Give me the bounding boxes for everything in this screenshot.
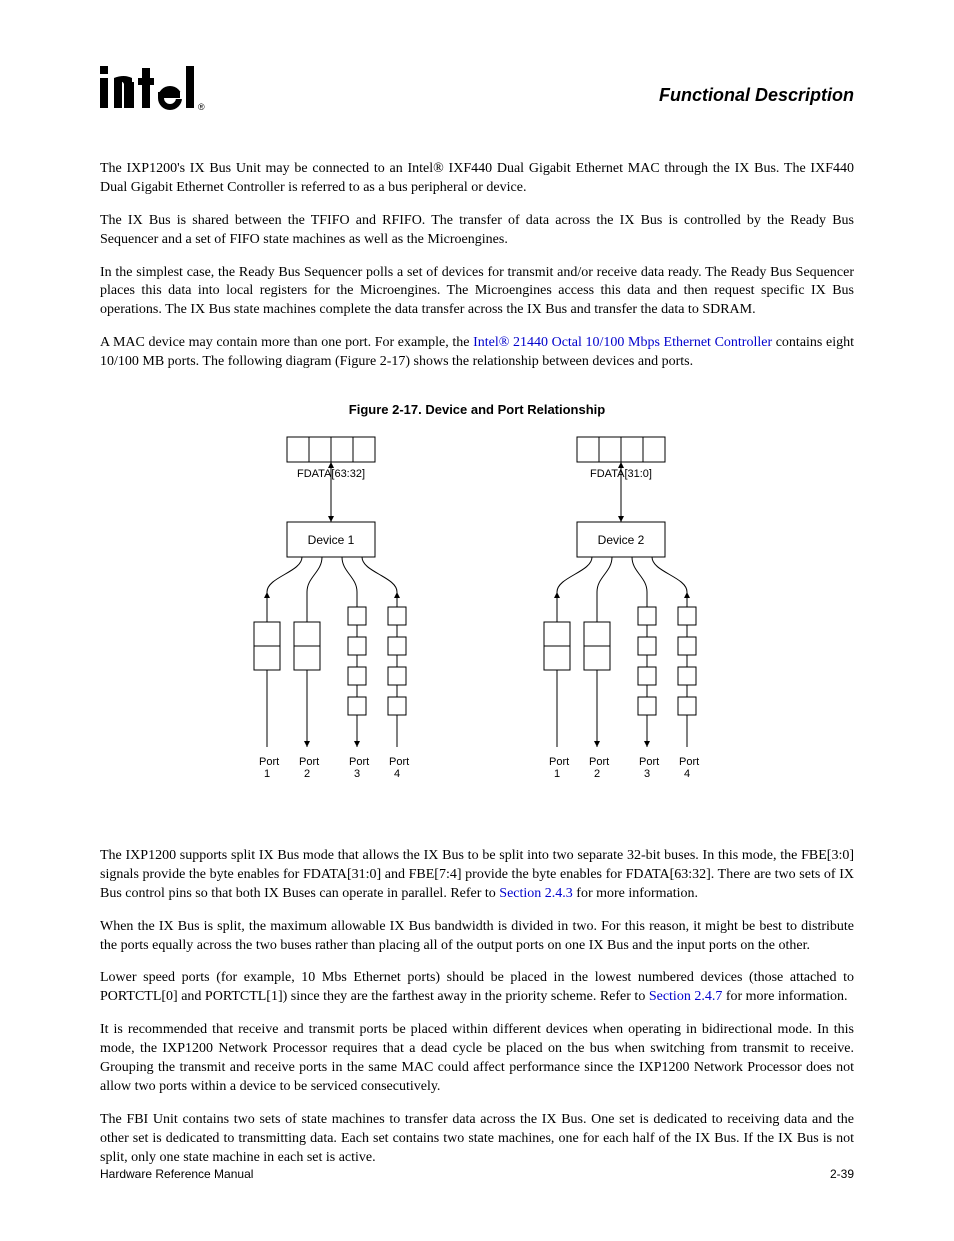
paragraph-4-prefix: A MAC device may contain more than one p… (100, 335, 473, 350)
intel-logo: ® (100, 60, 220, 120)
paragraph-4-link[interactable]: Intel® 21440 Octal 10/100 Mbps Ethernet … (473, 335, 772, 350)
port-4-num-1: 4 (394, 768, 400, 780)
port-3-num-1: 3 (354, 768, 360, 780)
paragraph-8: It is recommended that receive and trans… (100, 1021, 854, 1097)
port-3-label-1: Port (349, 756, 369, 768)
paragraph-7-link[interactable]: Section 2.4.7 (649, 989, 723, 1004)
port-4-label-2: Port (679, 756, 699, 768)
figure-caption: Figure 2-17. Device and Port Relationshi… (100, 402, 854, 417)
page: ® Functional Description The IXP1200's I… (0, 0, 954, 1241)
port-3-num-2: 3 (644, 768, 650, 780)
port-1-num-2: 1 (554, 768, 560, 780)
paragraph-7-suffix: for more information. (722, 989, 847, 1004)
page-header-title: Functional Description (659, 85, 854, 106)
paragraph-5: The IXP1200 supports split IX Bus mode t… (100, 847, 854, 904)
page-footer: Hardware Reference Manual 2-39 (100, 1167, 854, 1181)
port-4-label-1: Port (389, 756, 409, 768)
paragraph-6: When the IX Bus is split, the maximum al… (100, 918, 854, 956)
port-2-label-1: Port (299, 756, 319, 768)
device-1-label: Device 1 (308, 533, 355, 547)
port-1-label-1: Port (259, 756, 279, 768)
paragraph-4: A MAC device may contain more than one p… (100, 334, 854, 372)
device-group-2: FDATA[31:0] Device 2 Port 1 Port 2 (544, 437, 699, 780)
footer-right: 2-39 (830, 1167, 854, 1181)
device-group-1: FDATA[63:32] Device 1 Port 1 (254, 437, 409, 780)
paragraph-1: The IXP1200's IX Bus Unit may be connect… (100, 160, 854, 198)
figure-diagram: FDATA[63:32] Device 1 Port 1 (197, 427, 757, 827)
paragraph-5-prefix: The IXP1200 supports split IX Bus mode t… (100, 848, 854, 901)
svg-text:®: ® (198, 102, 205, 112)
port-2-num-1: 2 (304, 768, 310, 780)
device-2-label: Device 2 (598, 533, 645, 547)
paragraph-5-link[interactable]: Section 2.4.3 (499, 886, 573, 901)
paragraph-9: The FBI Unit contains two sets of state … (100, 1111, 854, 1168)
footer-left: Hardware Reference Manual (100, 1167, 253, 1181)
paragraph-2: The IX Bus is shared between the TFIFO a… (100, 212, 854, 250)
paragraph-7: Lower speed ports (for example, 10 Mbs E… (100, 969, 854, 1007)
port-4-num-2: 4 (684, 768, 690, 780)
port-2-num-2: 2 (594, 768, 600, 780)
port-2-label-2: Port (589, 756, 609, 768)
port-3-label-2: Port (639, 756, 659, 768)
paragraph-5-suffix: for more information. (573, 886, 698, 901)
paragraph-3: In the simplest case, the Ready Bus Sequ… (100, 264, 854, 321)
page-body: The IXP1200's IX Bus Unit may be connect… (100, 160, 854, 1167)
port-1-num-1: 1 (264, 768, 270, 780)
port-1-label-2: Port (549, 756, 569, 768)
